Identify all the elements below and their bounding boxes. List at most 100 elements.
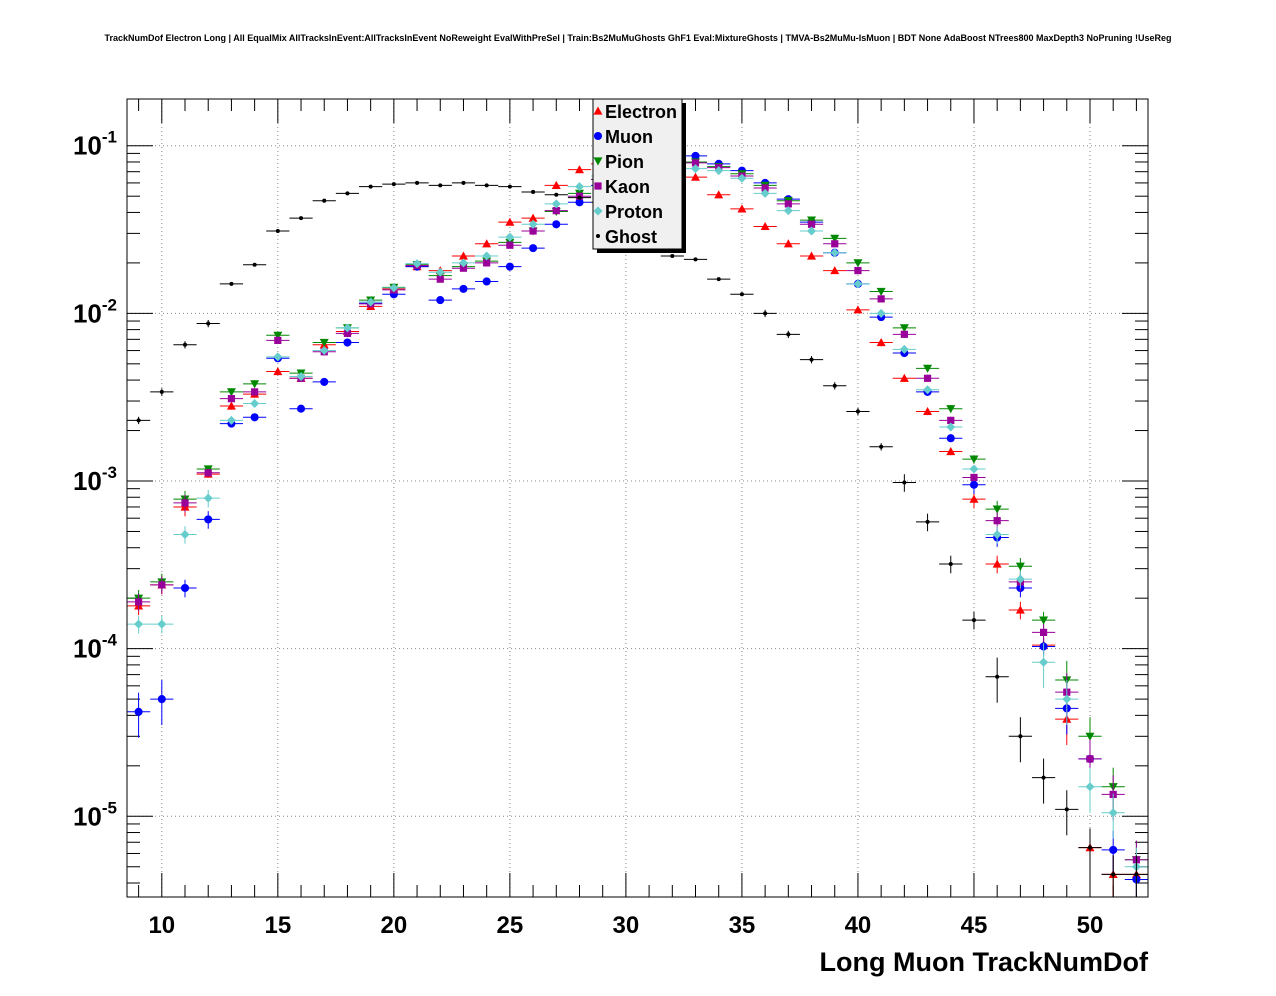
data-point [854,266,862,275]
data-point [528,219,538,229]
data-point [551,180,561,189]
data-point [506,241,514,249]
data-point [505,262,514,271]
data-point [784,200,792,208]
x-tick-label: 10 [148,912,175,939]
data-point [296,404,306,413]
data-point [923,406,933,416]
data-point [946,405,956,414]
data-point [134,619,144,629]
data-point [204,515,213,524]
x-tick-label: 20 [381,912,408,939]
data-point [992,505,1002,514]
legend-marker [593,106,603,115]
data-point [971,618,976,623]
data-point [415,180,420,185]
data-point [1134,872,1139,877]
data-point [714,190,724,199]
data-point [670,253,675,258]
data-point [1015,605,1025,614]
data-point [319,346,329,356]
data-point [899,344,909,354]
legend-label: Kaon [605,177,650,197]
data-point [157,619,167,629]
data-point [923,364,933,373]
data-point [436,296,445,305]
legend-label: Muon [605,127,653,147]
legend-entry-electron: Electron [593,102,677,122]
data-point [691,164,701,174]
x-tick-label: 35 [729,912,756,939]
data-point [273,331,283,340]
data-point [970,473,978,482]
data-point [853,259,863,268]
data-point [714,166,724,176]
data-point [505,232,515,242]
legend-entry-kaon: Kaon [594,177,650,197]
data-point [296,372,306,382]
data-point [159,389,164,394]
data-point [180,583,190,593]
data-point [923,385,933,395]
data-point [459,284,468,293]
data-point [227,395,236,403]
x-axis-label: Long Muon TrackNumDof [820,947,1149,977]
data-point [691,159,700,167]
data-point [946,446,956,456]
legend-box [592,98,683,250]
data-point [554,192,559,197]
data-point [343,338,352,347]
data-point [343,329,352,337]
x-tick-label: 30 [613,912,640,939]
data-point [807,220,816,228]
data-point [274,336,282,344]
data-point [391,182,396,187]
data-point [993,517,1001,525]
data-point [693,257,698,262]
data-point [992,529,1002,539]
data-point [412,259,422,269]
axis-tick-labels: 10 15 20 25 30 35 40 45 50 10-5 10-4 10-3 10-2 10-1 [73,128,1103,939]
data-point [1039,657,1049,667]
data-point [1039,628,1048,636]
data-point [760,188,770,198]
data-point [157,695,166,704]
data-point [830,248,840,258]
data-point [206,321,211,326]
data-point [691,151,700,160]
data-point [275,228,280,234]
data-point [830,266,840,275]
data-point [458,258,468,268]
data-point [1086,755,1094,763]
data-point [435,267,445,277]
data-point [902,480,907,485]
data-point [458,251,468,260]
x-tick-label: 15 [264,912,291,939]
data-point [737,204,747,213]
data-point [1039,616,1049,625]
data-point [969,464,979,474]
data-point [461,180,466,185]
data-point [879,444,884,449]
data-point [1062,694,1072,704]
data-point [574,165,584,174]
data-point [947,416,955,424]
data-point [226,415,236,425]
data-point [135,598,143,606]
data-point [529,244,538,253]
data-point [552,220,561,229]
data-point [739,292,744,297]
data-point [830,234,840,243]
data-point [366,297,376,307]
data-point [505,217,515,226]
legend-label: Pion [605,152,644,172]
data-point [134,707,143,716]
x-tick-label: 40 [845,912,872,939]
data-point [807,216,817,225]
data-point [180,529,190,539]
data-point [969,455,979,464]
data-point [899,373,909,382]
data-point [946,434,955,443]
data-point [250,380,260,389]
